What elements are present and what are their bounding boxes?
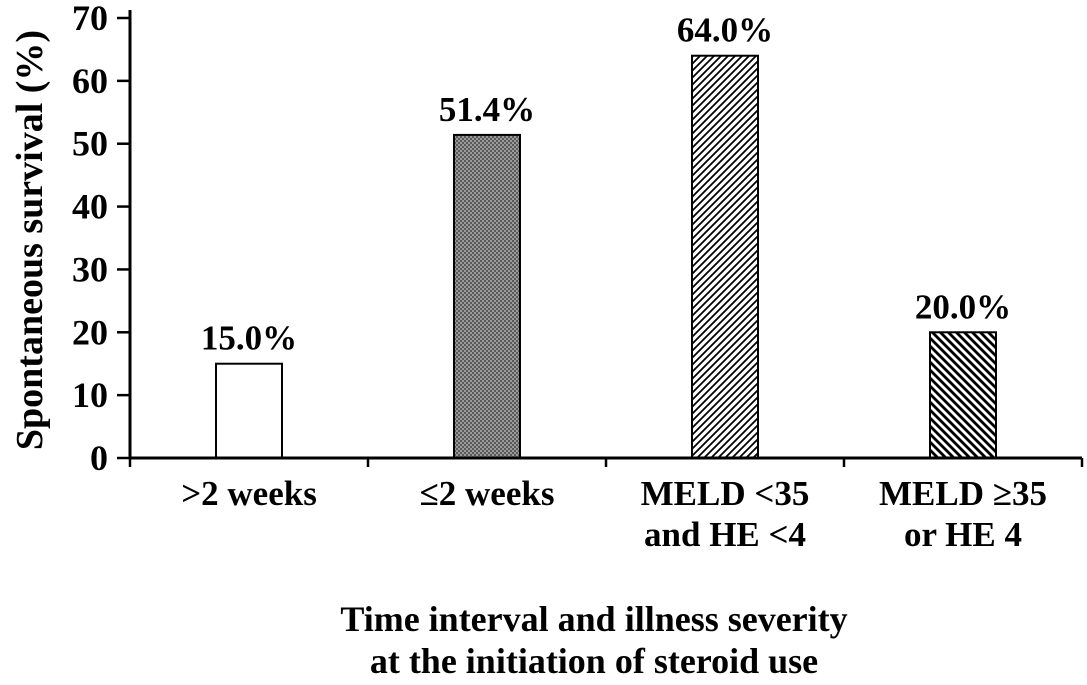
category-label: MELD <35 [641, 474, 810, 513]
bar-value-label: 51.4% [439, 90, 535, 129]
category-label: and HE <4 [644, 515, 806, 554]
bar [453, 133, 521, 460]
x-axis-title-line1: Time interval and illness severity [340, 599, 848, 639]
bar-value-label: 64.0% [677, 11, 773, 50]
bar-value-label: 20.0% [915, 287, 1011, 326]
y-tick-label: 30 [72, 249, 108, 289]
y-tick-label: 50 [72, 124, 108, 164]
y-tick-label: 10 [72, 375, 108, 415]
category-label: or HE 4 [904, 515, 1022, 554]
bar [691, 54, 759, 459]
x-axis-title-line2: at the initiation of steroid use [369, 641, 819, 681]
bar [929, 331, 997, 459]
y-tick-label: 60 [72, 61, 108, 101]
bar-value-label: 15.0% [201, 319, 297, 358]
y-tick-label: 70 [72, 0, 108, 38]
category-label: ≤2 weeks [420, 474, 555, 513]
category-label: >2 weeks [181, 474, 317, 513]
y-tick-label: 20 [72, 312, 108, 352]
bar [215, 362, 283, 460]
y-axis-title: Spontaneous survival (%) [9, 29, 51, 451]
category-label: MELD ≥35 [879, 474, 1047, 513]
y-tick-label: 0 [90, 438, 108, 478]
y-tick-label: 40 [72, 187, 108, 227]
